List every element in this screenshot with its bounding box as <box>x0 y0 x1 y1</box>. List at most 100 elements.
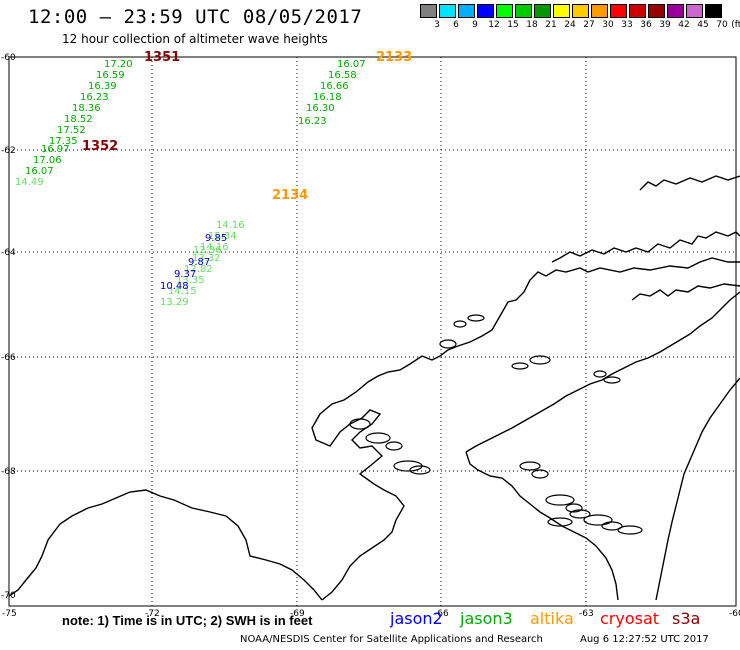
island <box>511 362 529 370</box>
satellite-s3a: s3a <box>672 609 701 628</box>
swh-value: 16.39 <box>88 81 117 92</box>
lat-label: -66 <box>1 353 16 363</box>
coastline <box>465 451 619 601</box>
legend-tick: 42 <box>678 20 690 30</box>
legend-swatch <box>553 4 570 18</box>
island <box>583 514 613 526</box>
lon-label: -75 <box>2 609 17 619</box>
legend-swatch <box>610 4 627 18</box>
satellite-altika: altika <box>530 609 574 628</box>
credit-text: NOAA/NESDIS Center for Satellite Applica… <box>240 634 543 645</box>
island <box>529 355 551 365</box>
coastline <box>8 489 323 601</box>
island <box>453 320 467 328</box>
island <box>467 314 485 322</box>
island <box>603 376 621 384</box>
swh-value: 14.15 <box>168 286 197 297</box>
swh-value: 13.35 <box>176 275 205 286</box>
swh-value: 14.16 <box>200 242 229 253</box>
map-title: 12:00 — 23:59 UTC 08/05/2017 <box>28 6 363 28</box>
island <box>519 461 541 471</box>
island <box>617 525 643 535</box>
swh-value: 9.85 <box>205 233 227 244</box>
island <box>365 432 391 444</box>
lon-label: -60 <box>729 609 740 619</box>
legend-tick: 3 <box>434 20 440 30</box>
satellite-cryosat: cryosat <box>600 609 660 628</box>
swh-value: 10.48 <box>160 281 189 292</box>
swh-value: 13.29 <box>160 297 189 308</box>
island <box>439 339 457 349</box>
satellite-jason2: jason2 <box>390 609 443 628</box>
swh-value: 18.36 <box>72 103 101 114</box>
legend-swatch <box>629 4 646 18</box>
legend-swatch <box>496 4 513 18</box>
swh-value: 16.23 <box>298 116 327 127</box>
swh-value: 16.07 <box>25 166 54 177</box>
lon-label: -63 <box>579 609 594 619</box>
swh-value: 16.23 <box>80 92 109 103</box>
swh-value: 15.34 <box>208 231 237 242</box>
island <box>565 503 583 513</box>
coastline <box>639 175 740 191</box>
swh-value: 18.52 <box>64 114 93 125</box>
legend-swatch <box>572 4 589 18</box>
legend-tick: 27 <box>583 20 595 30</box>
coastline <box>465 291 740 453</box>
swh-value: 16.58 <box>328 70 357 81</box>
swh-value: 16.30 <box>306 103 335 114</box>
satellite-jason3: jason3 <box>460 609 513 628</box>
coastline <box>631 283 740 301</box>
coastline <box>551 231 740 263</box>
swh-value: 9.37 <box>174 269 196 280</box>
coastline <box>311 257 740 601</box>
swh-value: 12.36 <box>193 245 222 256</box>
pass-time: 2133 <box>376 50 412 65</box>
legend-tick: 12 <box>488 20 500 30</box>
swh-value: 17.35 <box>49 136 78 147</box>
lat-label: -62 <box>1 146 16 156</box>
swh-value: 17.52 <box>57 125 86 136</box>
island <box>593 370 607 378</box>
legend-swatch <box>515 4 532 18</box>
legend-tick: 24 <box>564 20 576 30</box>
swh-value: 17.06 <box>33 155 62 166</box>
legend-swatch <box>648 4 665 18</box>
legend-swatch <box>686 4 703 18</box>
legend-tick: 33 <box>621 20 633 30</box>
lat-label: -70 <box>1 591 16 601</box>
island <box>547 517 573 527</box>
legend-tick: 36 <box>640 20 652 30</box>
map-subtitle: 12 hour collection of altimeter wave hei… <box>62 32 328 46</box>
lat-label: -60 <box>1 53 16 63</box>
timestamp-text: Aug 6 12:27:52 UTC 2017 <box>580 634 709 645</box>
legend-swatch <box>591 4 608 18</box>
legend-tick: 15 <box>507 20 519 30</box>
legend-unit: (ft) <box>731 20 740 30</box>
legend-swatch <box>458 4 475 18</box>
legend-swatch <box>420 4 437 18</box>
swh-value: 13.32 <box>192 253 221 264</box>
lon-label: -69 <box>290 609 305 619</box>
island <box>531 469 549 479</box>
swh-value: 16.18 <box>313 92 342 103</box>
legend-swatch <box>477 4 494 18</box>
legend-tick: 45 <box>697 20 709 30</box>
coastline <box>655 377 740 601</box>
island <box>349 418 371 430</box>
pass-time: 2134 <box>272 188 308 203</box>
legend-swatch <box>667 4 684 18</box>
pass-time: 1352 <box>82 139 118 154</box>
island <box>545 494 575 506</box>
legend-swatch <box>439 4 456 18</box>
island <box>385 441 403 451</box>
island <box>569 509 591 519</box>
legend-tick: 18 <box>526 20 538 30</box>
legend-swatch <box>534 4 551 18</box>
legend-tick: 21 <box>545 20 557 30</box>
legend-tick: 30 <box>602 20 614 30</box>
legend-swatch <box>705 4 722 18</box>
map-frame <box>8 56 737 607</box>
lat-label: -68 <box>1 467 16 477</box>
